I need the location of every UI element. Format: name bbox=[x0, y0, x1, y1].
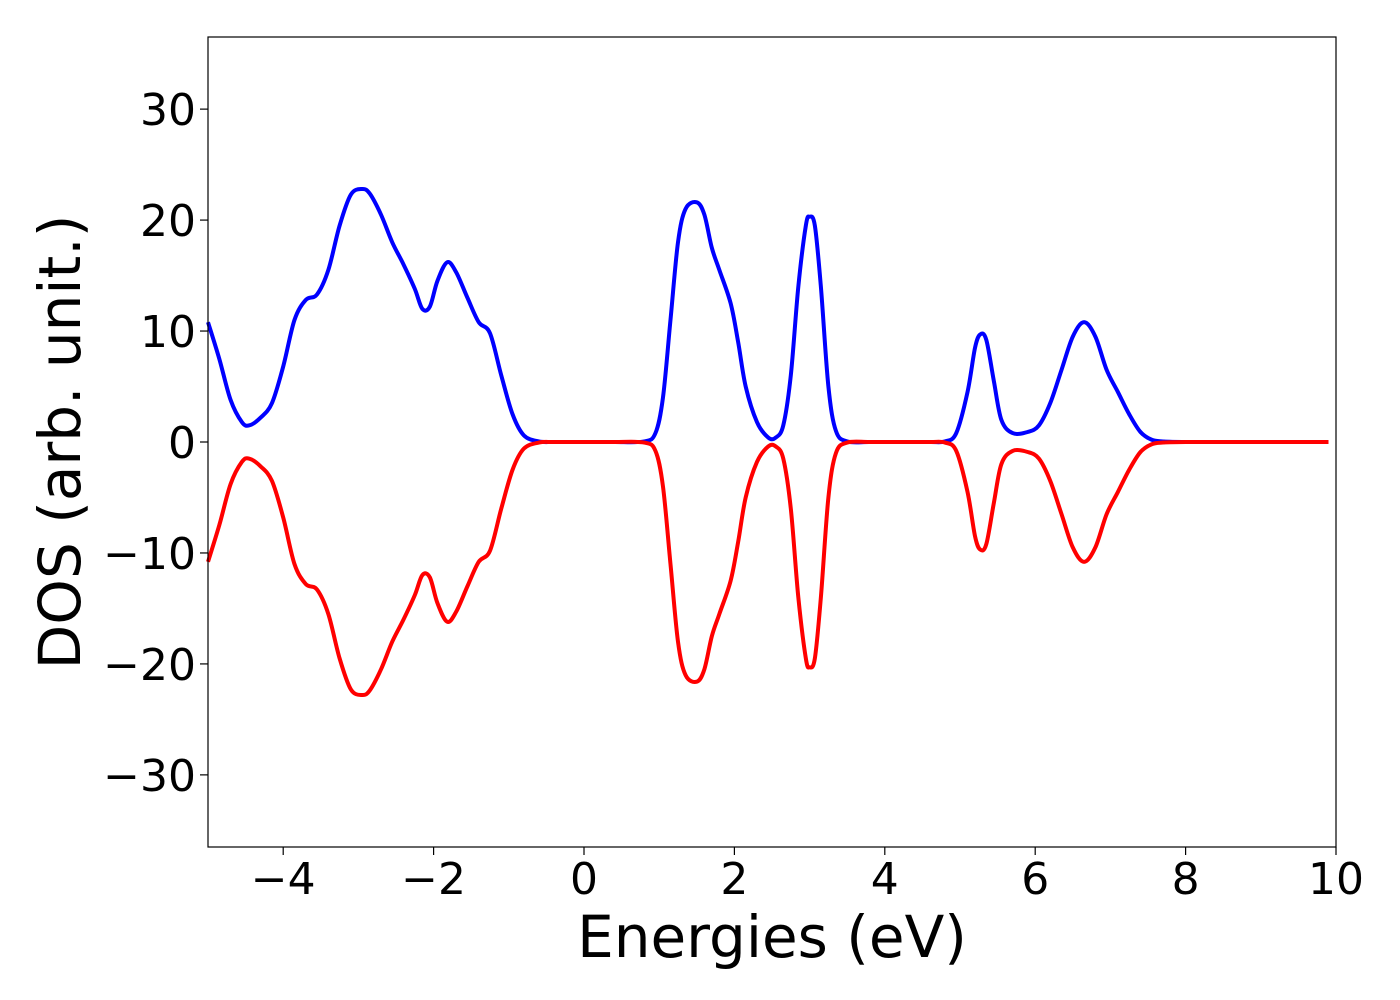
x-tick-label: −4 bbox=[251, 854, 316, 905]
series-line-2 bbox=[206, 439, 1329, 698]
y-tick-label: 20 bbox=[140, 196, 196, 247]
y-tick-label: −20 bbox=[103, 640, 196, 691]
series-layer bbox=[206, 186, 1329, 698]
x-tick-label: 4 bbox=[871, 854, 899, 905]
y-axis-label: DOS (arb. unit.) bbox=[26, 215, 94, 670]
y-tick-label: −10 bbox=[103, 529, 196, 580]
x-axis-label: Energies (eV) bbox=[577, 903, 967, 971]
x-tick-label: −2 bbox=[401, 854, 466, 905]
x-tick-label: 8 bbox=[1172, 854, 1200, 905]
y-tick-label: 0 bbox=[168, 418, 196, 469]
x-tick-label: 2 bbox=[720, 854, 748, 905]
x-tick-label: 6 bbox=[1021, 854, 1049, 905]
y-axis-ticks: 30 20 10 0 −10 −20 −30 bbox=[103, 85, 208, 802]
x-axis-ticks: −4 −2 0 2 4 6 8 10 bbox=[251, 847, 1364, 905]
y-tick-label: 10 bbox=[140, 307, 196, 358]
y-tick-label: −30 bbox=[103, 751, 196, 802]
y-tick-label: 30 bbox=[140, 85, 196, 136]
x-tick-label: 10 bbox=[1308, 854, 1364, 905]
series-line-1 bbox=[206, 186, 1329, 445]
x-tick-label: 0 bbox=[570, 854, 598, 905]
